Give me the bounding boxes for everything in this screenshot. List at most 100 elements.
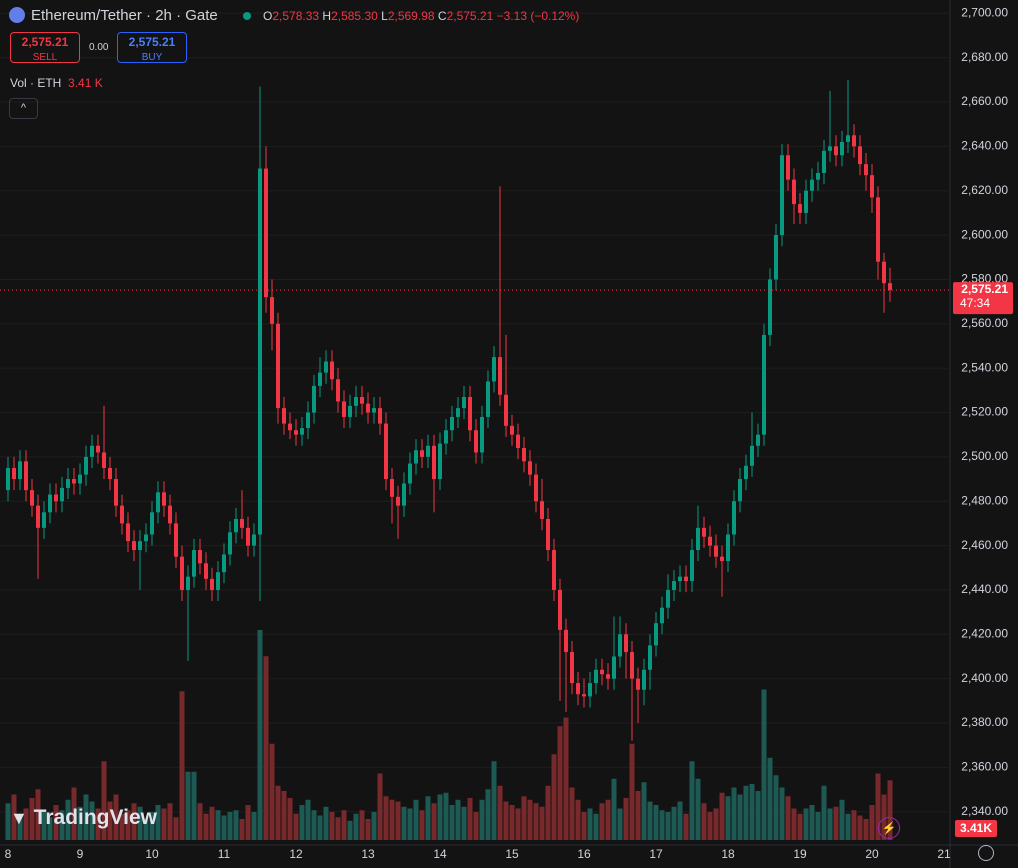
candle-body <box>42 512 46 528</box>
volume-bar <box>821 785 827 840</box>
candle-body <box>156 492 160 513</box>
change-value: −3.13 (−0.12%) <box>496 9 580 23</box>
candle-body <box>24 461 28 491</box>
volume-bar <box>299 805 305 840</box>
volume-bar <box>143 819 149 840</box>
volume-bar <box>77 806 83 840</box>
volume-bar <box>551 754 557 840</box>
candle-body <box>72 479 76 484</box>
candle-body <box>462 396 466 409</box>
volume-bar <box>545 785 551 840</box>
candle-body <box>336 379 340 402</box>
volume-bar <box>89 801 95 840</box>
x-tick-label: 8 <box>5 847 12 861</box>
candle-body <box>300 428 304 435</box>
candle-body <box>516 434 520 449</box>
volume-bar <box>641 782 647 840</box>
volume-bar <box>779 787 785 840</box>
candle-body <box>792 179 796 205</box>
volume-bar <box>389 799 395 840</box>
volume-bar <box>839 799 845 840</box>
candle-body <box>510 425 514 435</box>
candle-body <box>12 467 16 480</box>
volume-title: Vol · ETH <box>10 76 62 90</box>
candle-body <box>810 179 814 191</box>
candle-body <box>30 490 34 506</box>
candle-body <box>498 357 502 395</box>
buy-price: 2,575.21 <box>128 35 176 49</box>
volume-bar <box>665 812 671 840</box>
candle-body <box>798 204 802 213</box>
candle-body <box>600 669 604 675</box>
volume-bar <box>395 801 401 840</box>
low-value: 2,569.98 <box>387 9 435 23</box>
candle-body <box>642 669 646 690</box>
candle-body <box>90 445 94 457</box>
candle-body <box>588 683 592 697</box>
y-tick-label: 2,680.00 <box>961 50 1008 64</box>
volume-bar <box>569 787 575 840</box>
candle-body <box>558 589 562 630</box>
x-tick-label: 18 <box>721 847 735 861</box>
volume-bar <box>437 794 443 840</box>
volume-bar <box>791 808 797 840</box>
candle-body <box>468 396 472 431</box>
volume-bar <box>887 780 893 840</box>
candle-body <box>438 443 442 480</box>
collapse-button[interactable]: ^ <box>9 98 38 119</box>
sell-price: 2,575.21 <box>21 35 69 49</box>
candle-body <box>360 396 364 404</box>
volume-bar <box>755 791 761 840</box>
volume-bar <box>83 794 89 840</box>
candle-body <box>48 494 52 513</box>
h-label: H <box>322 9 332 23</box>
candle-body <box>582 694 586 697</box>
x-tick-label: 21 <box>937 847 951 861</box>
sell-button[interactable]: 2,575.21 SELL <box>10 32 80 63</box>
volume-bar <box>593 813 599 840</box>
candle-body <box>732 501 736 535</box>
candle-body <box>882 261 886 284</box>
candle-body <box>618 634 622 657</box>
volume-legend: Vol · ETH 3.41 K <box>10 76 103 90</box>
volume-bar <box>65 799 71 840</box>
volume-bar <box>173 817 179 840</box>
candle-body <box>6 467 10 491</box>
candle-body <box>84 456 88 475</box>
volume-bar <box>269 743 275 840</box>
y-tick-label: 2,460.00 <box>961 538 1008 552</box>
volume-bar <box>11 794 17 840</box>
symbol-icon <box>9 7 25 23</box>
candle-body <box>408 463 412 484</box>
candle-body <box>654 623 658 646</box>
volume-bar <box>785 796 791 840</box>
candle-body <box>594 669 598 684</box>
volume-bar <box>23 808 29 840</box>
volume-bar <box>203 813 209 840</box>
close-value: 2,575.21 <box>446 9 494 23</box>
candle-body <box>786 155 790 180</box>
volume-bar <box>761 689 767 840</box>
candle-body <box>426 445 430 457</box>
settings-icon[interactable] <box>978 845 994 861</box>
lightning-icon[interactable]: ⚡ <box>878 817 900 839</box>
volume-bar <box>629 743 635 840</box>
c-label: C <box>437 9 447 23</box>
brand-name: TradingView <box>33 806 157 829</box>
buy-button[interactable]: 2,575.21 BUY <box>117 32 187 63</box>
candle-body <box>384 423 388 480</box>
volume-bar <box>581 812 587 840</box>
volume-bar <box>179 691 185 840</box>
candle-body <box>102 452 106 468</box>
volume-bar <box>737 794 743 840</box>
x-tick-label: 10 <box>145 847 159 861</box>
symbol-title[interactable]: Ethereum/Tether · 2h · Gate <box>31 7 218 24</box>
volume-bar <box>869 805 875 840</box>
candle-body <box>738 479 742 502</box>
volume-bar <box>845 813 851 840</box>
candle-body <box>246 527 250 546</box>
volume-bar <box>245 805 251 840</box>
candle-body <box>204 563 208 579</box>
candle-body <box>168 505 172 524</box>
